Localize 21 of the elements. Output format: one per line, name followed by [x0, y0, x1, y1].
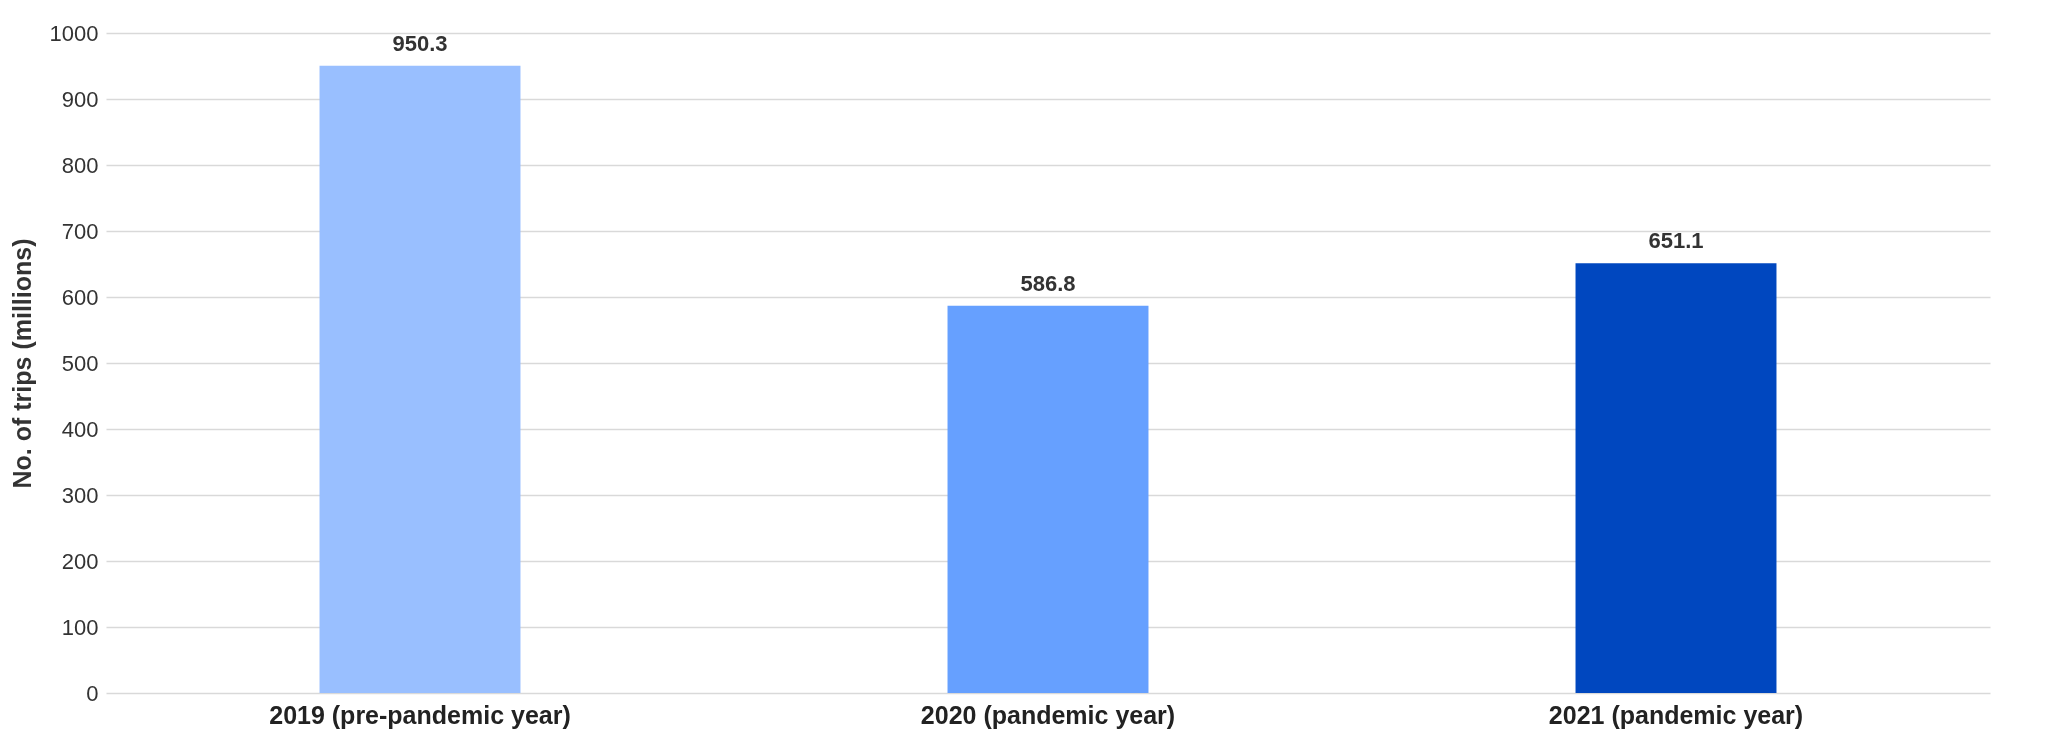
y-tick-label: 600 — [61, 284, 99, 310]
y-tick-label: 700 — [61, 218, 99, 244]
bar — [319, 65, 521, 693]
bar — [1575, 263, 1777, 693]
y-tick-label: 100 — [61, 614, 99, 640]
data-label: 651.1 — [1648, 228, 1704, 254]
y-tick-label: 300 — [61, 482, 99, 508]
y-axis-title: No. of trips (millions) — [7, 238, 36, 489]
y-tick-label: 400 — [61, 416, 99, 442]
bar — [947, 305, 1149, 693]
y-tick-label: 900 — [61, 86, 99, 112]
x-tick-label: 2021 (pandemic year) — [1548, 700, 1804, 729]
data-label: 950.3 — [392, 30, 448, 56]
data-label: 586.8 — [1020, 270, 1076, 296]
x-tick-label: 2020 (pandemic year) — [920, 700, 1176, 729]
y-tick-label: 1000 — [49, 20, 99, 46]
x-tick-label: 2019 (pre-pandemic year) — [269, 700, 571, 729]
y-tick-label: 800 — [61, 152, 99, 178]
y-tick-label: 500 — [61, 350, 99, 376]
y-tick-label: 0 — [86, 680, 99, 706]
y-tick-label: 200 — [61, 548, 99, 574]
